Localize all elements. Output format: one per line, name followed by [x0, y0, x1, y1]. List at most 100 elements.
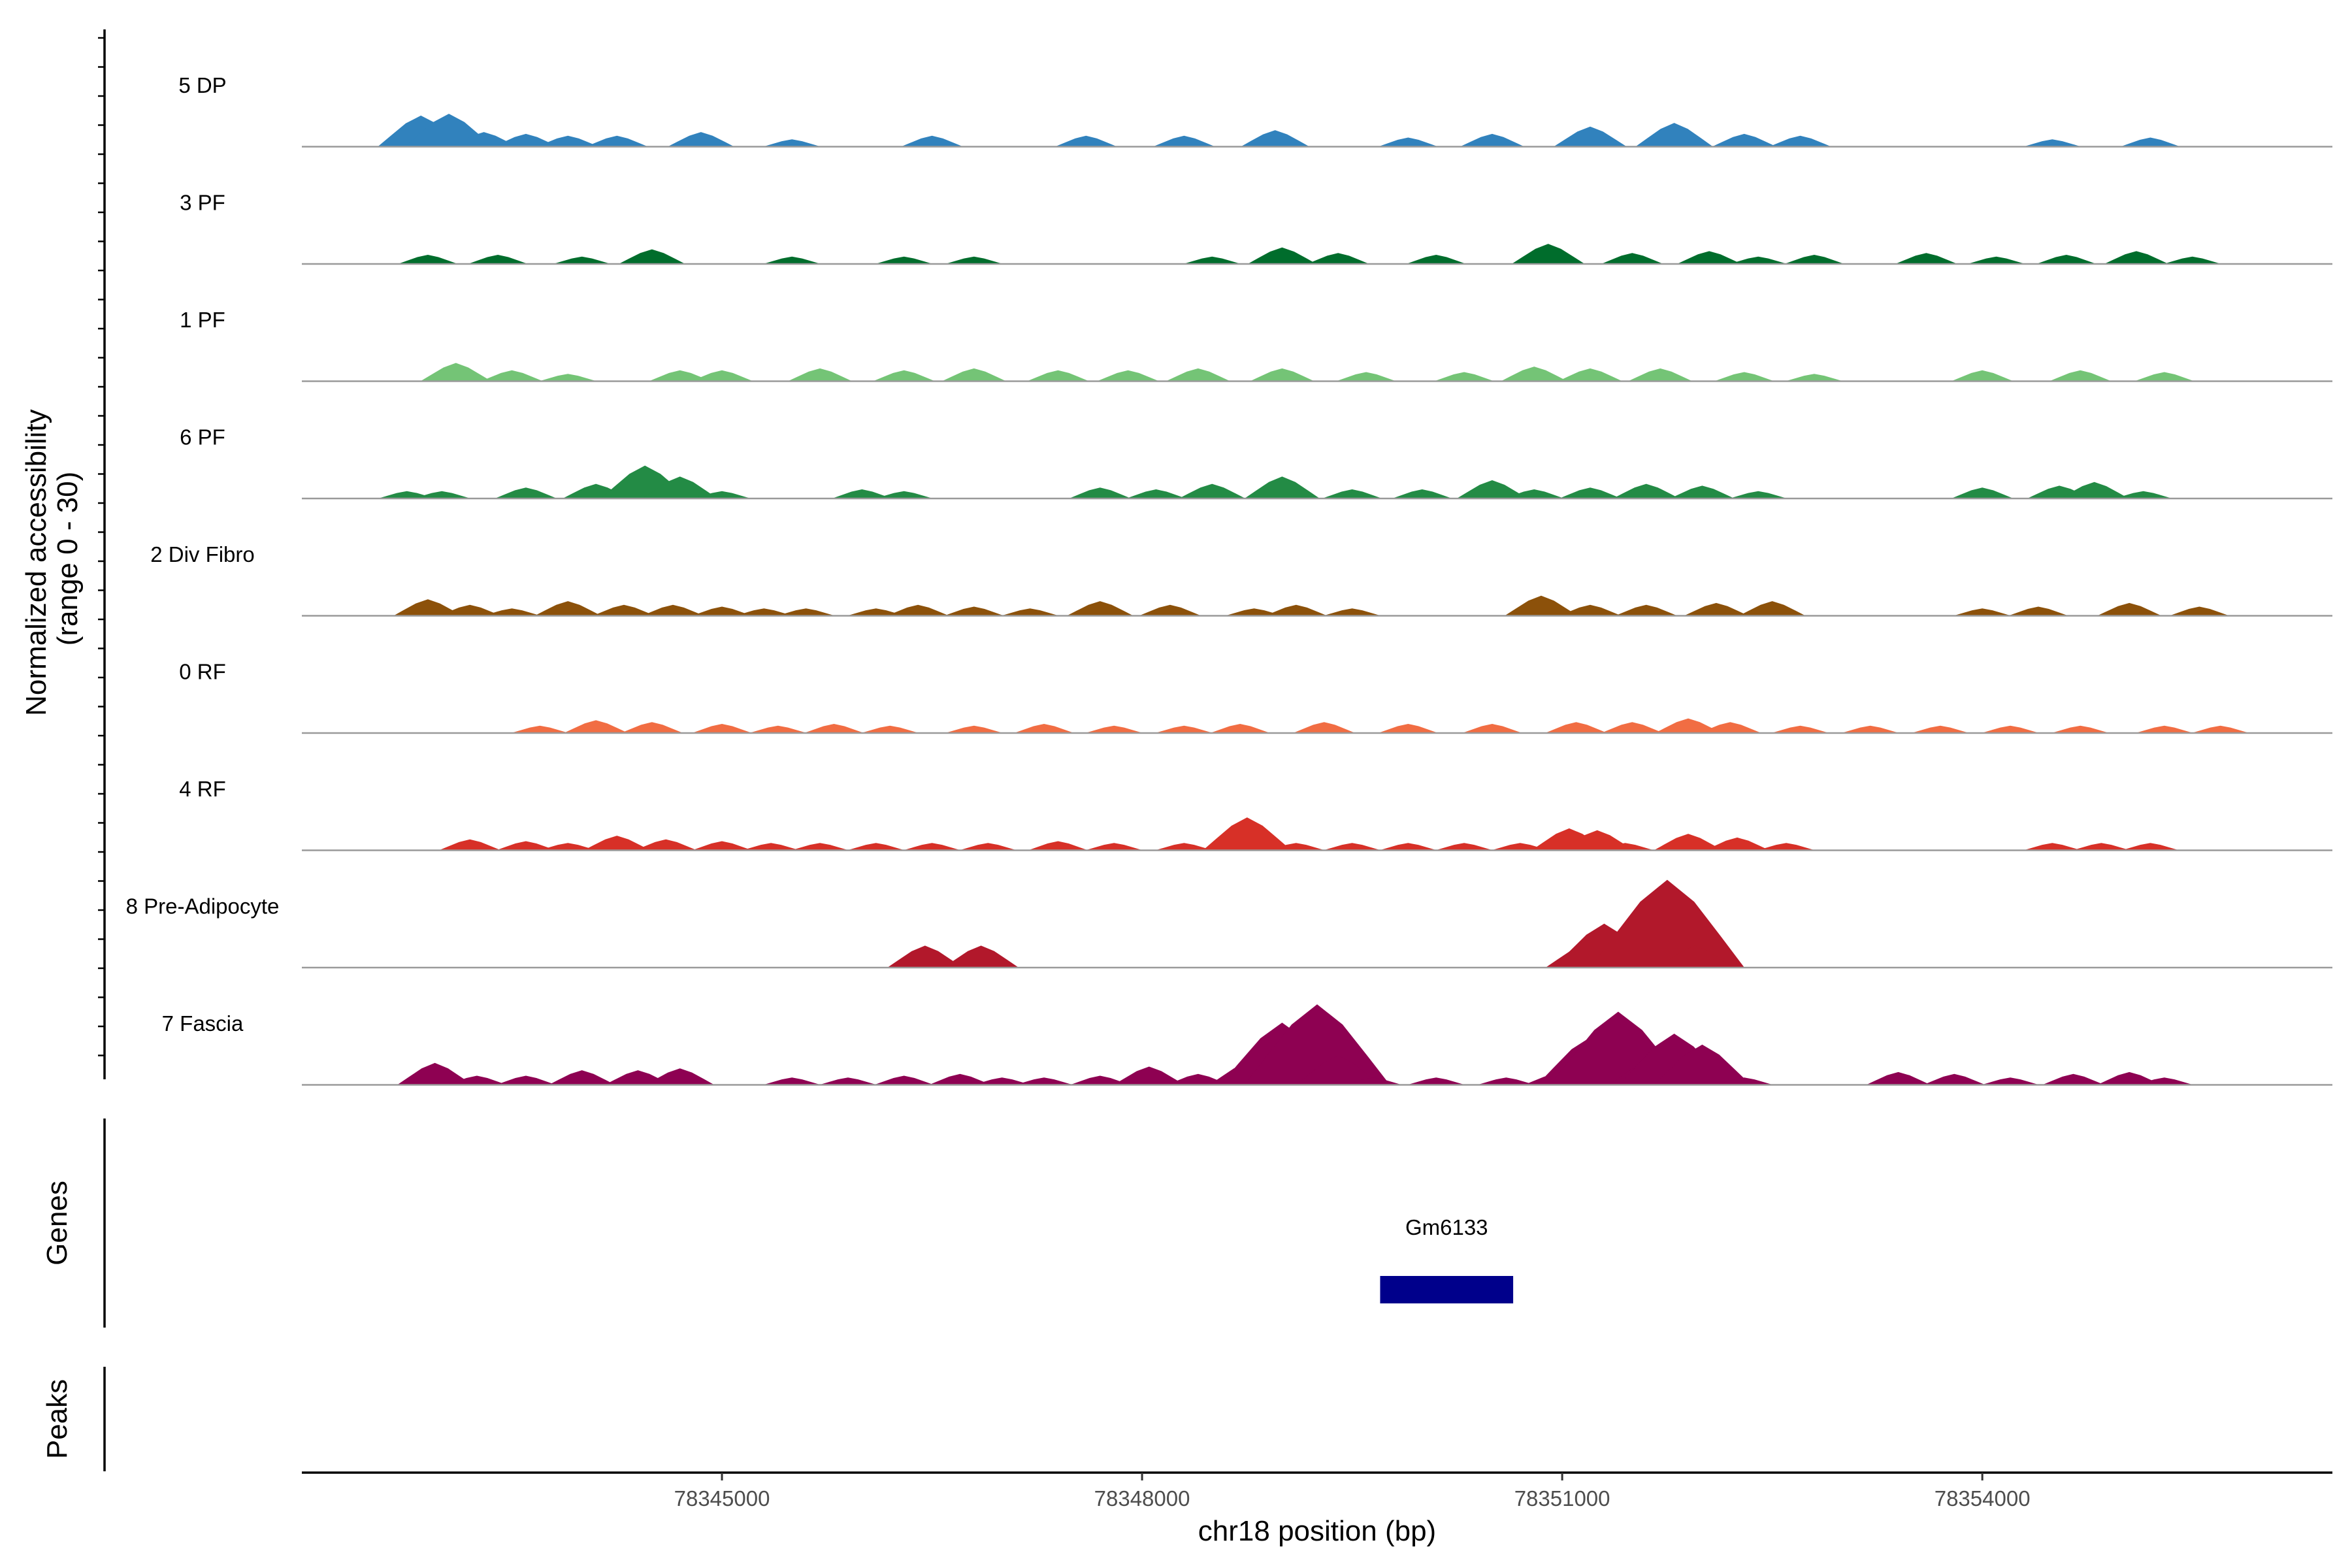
accessibility-peak	[762, 139, 821, 147]
accessibility-peak	[642, 604, 704, 616]
accessibility-peak	[563, 720, 629, 733]
accessibility-peak	[1406, 255, 1467, 264]
accessibility-peak	[1379, 843, 1437, 851]
accessibility-peak	[1771, 725, 1829, 733]
accessibility-peak	[1670, 485, 1735, 498]
accessibility-peak	[1026, 370, 1090, 382]
track-label: 8 Pre-Adipocyte	[126, 894, 280, 919]
accessibility-peak	[2191, 725, 2249, 733]
accessibility-peak	[973, 1077, 1031, 1085]
accessibility-peak	[1113, 1066, 1185, 1085]
accessibility-peak	[1210, 724, 1271, 733]
accessibility-peak	[777, 608, 835, 616]
accessibility-peak	[1155, 725, 1213, 733]
accessibility-peak	[735, 608, 793, 616]
accessibility-peak	[1460, 133, 1525, 147]
accessibility-peak	[900, 135, 964, 147]
accessibility-peak	[539, 374, 597, 382]
accessibility-peak	[1953, 608, 2012, 616]
accessibility-peak	[483, 608, 541, 616]
accessibility-peak	[393, 599, 463, 616]
x-tick-label: 78351000	[1514, 1486, 1610, 1511]
accessibility-peak	[1841, 725, 1899, 733]
accessibility-peak	[1126, 489, 1186, 498]
accessibility-peak	[1511, 244, 1585, 264]
accessibility-peak	[1699, 722, 1761, 733]
accessibility-peak	[1729, 491, 1788, 498]
gene-label: Gm6133	[1405, 1215, 1488, 1239]
accessibility-peak	[742, 843, 800, 851]
genes-panel-label: Genes	[41, 1181, 73, 1266]
accessibility-peak	[1014, 724, 1074, 733]
accessibility-peak	[593, 604, 655, 616]
accessibility-peak	[2036, 255, 2097, 264]
accessibility-peak	[1951, 370, 2014, 382]
accessibility-peak	[1655, 718, 1722, 733]
x-tick-label: 78348000	[1094, 1486, 1190, 1511]
accessibility-peak	[585, 135, 648, 147]
accessibility-peak	[875, 256, 933, 264]
accessibility-peak	[941, 368, 1007, 382]
accessibility-peak	[1323, 843, 1381, 851]
accessibility-peak	[832, 489, 892, 498]
accessibility-peak	[1612, 483, 1680, 498]
accessibility-peak	[2023, 843, 2082, 851]
track-label: 4 RF	[179, 777, 226, 801]
accessibility-peak	[692, 606, 752, 616]
accessibility-peak	[692, 724, 752, 733]
track-label: 7 Fascia	[162, 1011, 244, 1036]
accessibility-peak	[496, 1075, 556, 1085]
accessibility-peak	[1981, 725, 2040, 733]
accessibility-peak	[2135, 1077, 2194, 1085]
accessibility-peak	[791, 843, 849, 851]
accessibility-peak	[1407, 1077, 1465, 1085]
accessibility-peak	[874, 1075, 934, 1085]
accessibility-peak	[1392, 489, 1452, 498]
accessibility-peak	[2135, 725, 2194, 733]
accessibility-peak	[1596, 843, 1654, 851]
accessibility-peak	[903, 843, 961, 851]
track-label: 3 PF	[180, 191, 225, 215]
accessibility-peak	[1225, 608, 1283, 616]
accessibility-peak	[1504, 595, 1578, 616]
accessibility-peak	[928, 1073, 992, 1085]
accessibility-peak	[667, 132, 734, 147]
accessibility-peak	[873, 370, 936, 382]
y-axis-ticks	[98, 37, 105, 1056]
accessibility-peak	[1247, 247, 1317, 264]
x-axis-title: chr18 position (bp)	[1198, 1515, 1436, 1547]
accessibility-peak	[2121, 843, 2180, 851]
accessibility-peak	[1344, 1077, 1402, 1085]
accessibility-peak	[1378, 724, 1439, 733]
accessibility-peak	[1785, 374, 1844, 382]
accessibility-peak	[749, 725, 807, 733]
accessibility-peak	[447, 1075, 507, 1085]
accessibility-peak	[1244, 476, 1320, 498]
accessibility-peak	[1590, 879, 1745, 968]
accessibility-peak	[649, 370, 711, 382]
accessibility-peak	[1152, 135, 1215, 147]
accessibility-peak	[887, 604, 949, 616]
track-label: 2 Div Fibro	[150, 542, 255, 566]
x-tick-label: 78345000	[674, 1486, 770, 1511]
accessibility-peak	[847, 843, 906, 851]
accessibility-peak	[1203, 817, 1292, 851]
accessibility-peak	[691, 370, 753, 382]
accessibility-peak	[1028, 841, 1088, 851]
accessibility-peak	[2163, 256, 2221, 264]
accessibility-peak	[1296, 1055, 1380, 1085]
accessibility-peak	[1951, 487, 2014, 498]
accessibility-peak	[1712, 133, 1777, 147]
accessibility-peak	[959, 843, 1017, 851]
accessibility-peak	[2097, 602, 2162, 616]
accessibility-peak	[819, 1077, 877, 1085]
accessibility-peak	[1715, 1077, 1773, 1085]
track-label: 6 PF	[180, 425, 225, 449]
accessibility-peak	[2114, 491, 2172, 498]
accessibility-peak	[413, 491, 471, 498]
accessibility-peak	[1757, 843, 1816, 851]
accessibility-peak	[1911, 725, 1970, 733]
accessibility-peak	[693, 491, 751, 498]
accessibility-peak	[887, 945, 963, 968]
accessibility-peak	[1477, 1077, 1535, 1085]
